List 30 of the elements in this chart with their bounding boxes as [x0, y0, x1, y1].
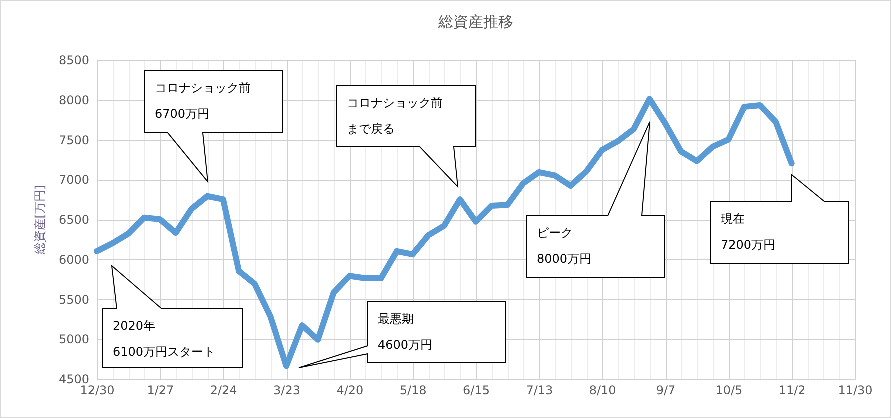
y-tick-label: 7000 [58, 173, 90, 188]
annotation: ピーク 8000万円 [537, 225, 593, 268]
x-tick-label: 4/20 [336, 384, 364, 398]
y-tick-label: 7500 [58, 133, 90, 148]
x-tick-label: 3/23 [274, 384, 300, 398]
y-tick-label: 8500 [58, 54, 90, 68]
y-tick-label: 5000 [58, 332, 90, 347]
x-tick-label: 12/30 [80, 384, 115, 398]
x-tick-label: 11/2 [778, 384, 806, 398]
y-tick-label: 6000 [58, 252, 90, 267]
x-tick-label: 8/10 [589, 384, 616, 398]
y-tick-label: 6500 [58, 213, 90, 227]
x-tick-label: 10/5 [716, 384, 743, 398]
x-tick-label: 9/7 [656, 384, 676, 398]
x-tick-label: 11/30 [838, 384, 873, 398]
annotation: 2020年 6100万円スタート [113, 318, 217, 361]
x-tick-label: 6/15 [463, 384, 490, 398]
annotation: 最悪期 4600万円 [378, 311, 434, 354]
y-tick-label: 4500 [58, 372, 90, 386]
y-tick-label: 5500 [58, 292, 90, 307]
y-axis-title: 総資産[万円] [32, 185, 47, 256]
annotation: コロナショック前まで戻る [347, 95, 444, 138]
annotation: 現在 7200万円 [721, 211, 777, 254]
x-tick-label: 1/27 [147, 384, 174, 398]
x-tick-label: 5/18 [400, 384, 427, 398]
x-tick-label: 7/13 [526, 384, 554, 398]
y-tick-label: 8000 [58, 93, 90, 108]
chart-title: 総資産推移 [438, 13, 514, 31]
x-tick-label: 2/24 [210, 384, 238, 398]
annotation: コロナショック前 6700万円 [155, 80, 252, 123]
